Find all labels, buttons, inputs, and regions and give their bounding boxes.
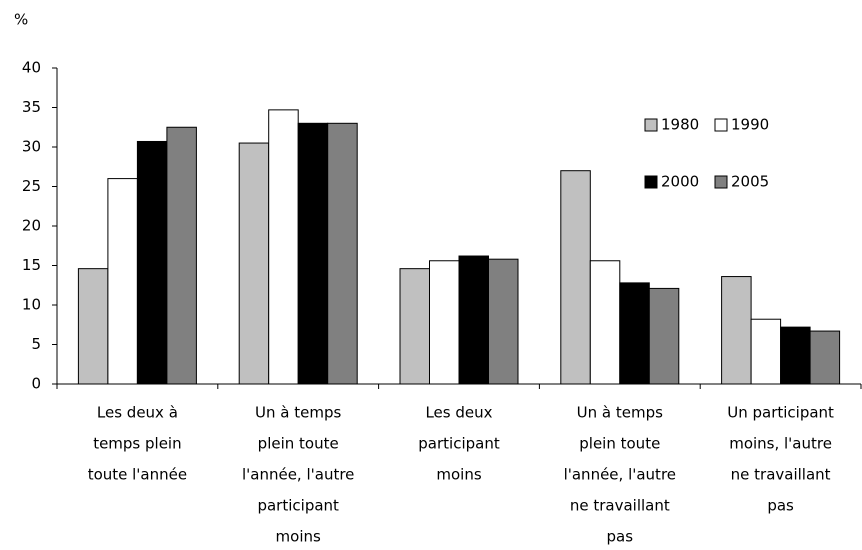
x-tick-label: moins <box>436 466 481 484</box>
y-tick-label: 20 <box>22 217 41 235</box>
bar <box>327 122 358 385</box>
y-tick-label: 35 <box>22 98 41 116</box>
x-tick-label: moins <box>276 528 321 546</box>
bar <box>166 126 197 385</box>
y-axis-label: % <box>14 11 28 29</box>
y-tick-label: 10 <box>22 296 41 314</box>
x-tick-label: toute l'année <box>88 466 187 484</box>
bar <box>77 268 109 385</box>
bar <box>429 260 460 385</box>
bar <box>136 140 168 385</box>
legend-label: 2000 <box>661 173 699 191</box>
legend-swatch <box>644 175 658 189</box>
x-tick-label: moins, l'autre <box>729 435 832 453</box>
y-tick-label: 30 <box>22 138 41 156</box>
x-tick-label: plein toute <box>258 435 339 453</box>
legend-label: 1990 <box>731 116 769 134</box>
x-tick-label: Les deux <box>425 404 492 422</box>
y-tick-label: 25 <box>22 177 41 195</box>
bar <box>399 268 430 385</box>
x-tick-label: temps plein <box>93 435 181 453</box>
bar <box>721 276 752 385</box>
bar <box>648 287 680 385</box>
bar <box>589 260 621 385</box>
bar <box>750 318 782 385</box>
x-tick-label: l'année, l'autre <box>564 466 676 484</box>
x-tick-label: l'année, l'autre <box>242 466 354 484</box>
x-tick-label: ne travaillant <box>731 466 831 484</box>
legend-label: 1980 <box>661 116 699 134</box>
y-tick-label: 15 <box>22 256 41 274</box>
legend-label: 2005 <box>731 173 769 191</box>
x-tick-label: Un à temps <box>255 404 341 422</box>
bar <box>560 170 591 385</box>
legend-swatch <box>644 118 658 132</box>
bar <box>809 330 841 385</box>
x-tick-label: Un à temps <box>577 404 663 422</box>
bar <box>458 255 489 385</box>
bar <box>780 326 811 385</box>
bar <box>488 258 519 385</box>
x-tick-label: Les deux à <box>97 404 178 422</box>
bar <box>619 282 650 385</box>
y-tick-label: 40 <box>22 59 41 77</box>
bar <box>268 109 299 385</box>
y-tick-label: 5 <box>31 335 41 353</box>
x-tick-label: Un participant <box>727 404 834 422</box>
bar <box>238 142 270 385</box>
x-tick-label: participant <box>257 497 339 515</box>
x-tick-label: plein toute <box>579 435 660 453</box>
bar <box>107 178 138 385</box>
bar <box>297 122 329 385</box>
x-tick-label: pas <box>607 528 634 546</box>
y-tick-label: 0 <box>31 375 41 393</box>
x-tick-label: pas <box>767 497 794 515</box>
x-tick-label: participant <box>418 435 500 453</box>
legend-swatch <box>714 175 728 189</box>
legend-swatch <box>714 118 728 132</box>
x-tick-label: ne travaillant <box>570 497 670 515</box>
